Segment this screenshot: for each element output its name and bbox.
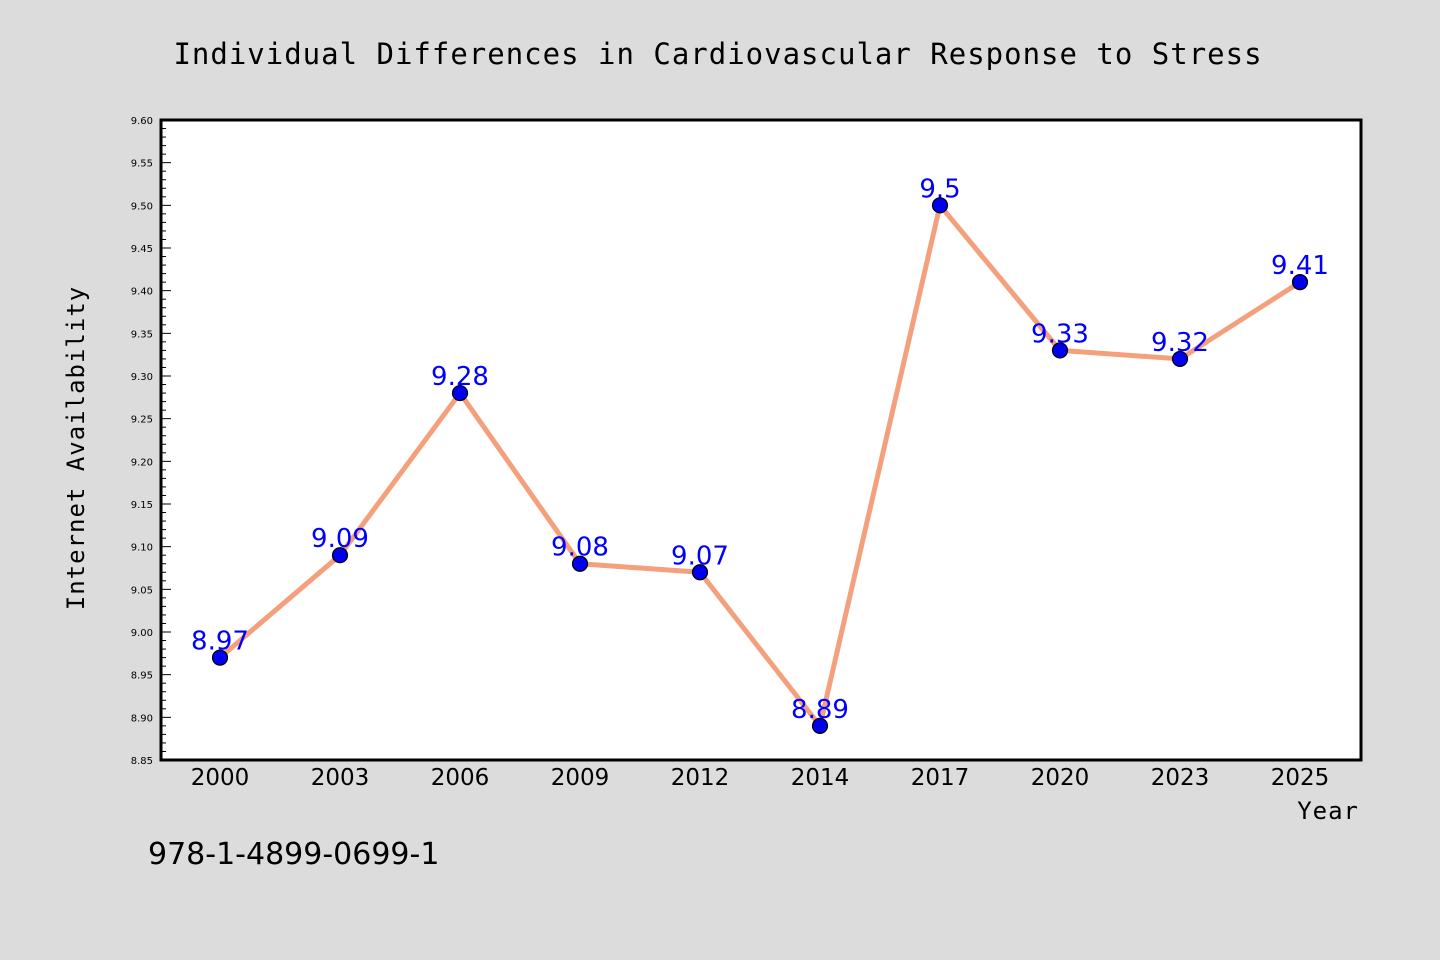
data-point xyxy=(211,649,229,666)
data-point xyxy=(331,547,349,564)
y-tick-label: 9.05 xyxy=(131,585,153,596)
chart-title: Individual Differences in Cardiovascular… xyxy=(173,37,1262,71)
data-label: 9.5 xyxy=(919,174,960,204)
y-tick-label: 9.10 xyxy=(131,543,153,554)
y-tick-label: 9.40 xyxy=(131,287,153,298)
data-label: 9.33 xyxy=(1031,319,1089,349)
data-point xyxy=(451,384,469,402)
y-tick-label: 9.00 xyxy=(131,628,153,639)
data-labels: 8.97 9.09 9.28 9.08 9.07 8.89 9.5 9.33 9.32 9.41 xyxy=(191,174,1329,725)
data-point xyxy=(1291,274,1309,291)
data-label: 9.07 xyxy=(671,541,729,571)
data-label: 9.28 xyxy=(431,362,489,392)
x-tick-label: 2012 xyxy=(671,765,730,791)
plot-area xyxy=(159,118,1363,762)
x-tick-label: 2023 xyxy=(1151,765,1210,791)
x-tick-label: 2009 xyxy=(551,765,610,791)
x-tick-label: 2006 xyxy=(431,765,490,791)
x-tick-label: 2017 xyxy=(911,765,970,791)
y-tick-label: 9.15 xyxy=(131,500,153,511)
isbn-footnote: 978-1-4899-0699-1 xyxy=(148,837,439,872)
x-tick-label: 2003 xyxy=(311,765,370,791)
x-axis: 2000 2003 2006 2009 2012 2014 2017 2020 2023 2025 xyxy=(191,765,1330,791)
y-tick-label: 8.90 xyxy=(131,713,153,724)
data-point xyxy=(811,717,829,734)
y-axis: 8.85 8.90 8.95 9.00 9.05 9.10 9.15 9.20 9.25 9.30… xyxy=(131,116,171,767)
y-tick-label: 9.55 xyxy=(131,159,153,170)
y-tick-label: 9.45 xyxy=(131,244,153,255)
data-label: 9.32 xyxy=(1151,328,1209,358)
y-tick-label: 8.95 xyxy=(131,671,153,682)
data-point xyxy=(1051,342,1069,359)
x-tick-label: 2014 xyxy=(791,765,850,791)
y-tick-label: 9.20 xyxy=(131,457,153,468)
y-tick-label: 9.35 xyxy=(131,329,153,340)
y-tick-label: 9.50 xyxy=(131,201,153,212)
x-tick-label: 2000 xyxy=(191,765,250,791)
data-label: 9.41 xyxy=(1271,251,1329,281)
data-point xyxy=(691,564,709,581)
x-axis-label: Year xyxy=(1297,797,1359,825)
x-tick-label: 2020 xyxy=(1031,765,1090,791)
series-line xyxy=(218,202,1302,729)
data-point xyxy=(571,555,589,572)
y-tick-label: 9.60 xyxy=(131,116,153,127)
data-label: 8.89 xyxy=(791,695,849,725)
series-layer xyxy=(211,197,1309,734)
data-point xyxy=(931,197,949,214)
y-tick-label: 9.25 xyxy=(131,415,153,426)
data-label: 9.08 xyxy=(551,533,609,563)
data-label: 9.09 xyxy=(311,524,369,554)
data-label: 8.97 xyxy=(191,627,249,657)
y-axis-label: Internet Availability xyxy=(62,286,90,610)
y-tick-label: 9.30 xyxy=(131,372,153,383)
x-tick-label: 2025 xyxy=(1271,765,1330,791)
y-tick-label: 8.85 xyxy=(131,756,153,767)
data-point xyxy=(1171,350,1189,368)
